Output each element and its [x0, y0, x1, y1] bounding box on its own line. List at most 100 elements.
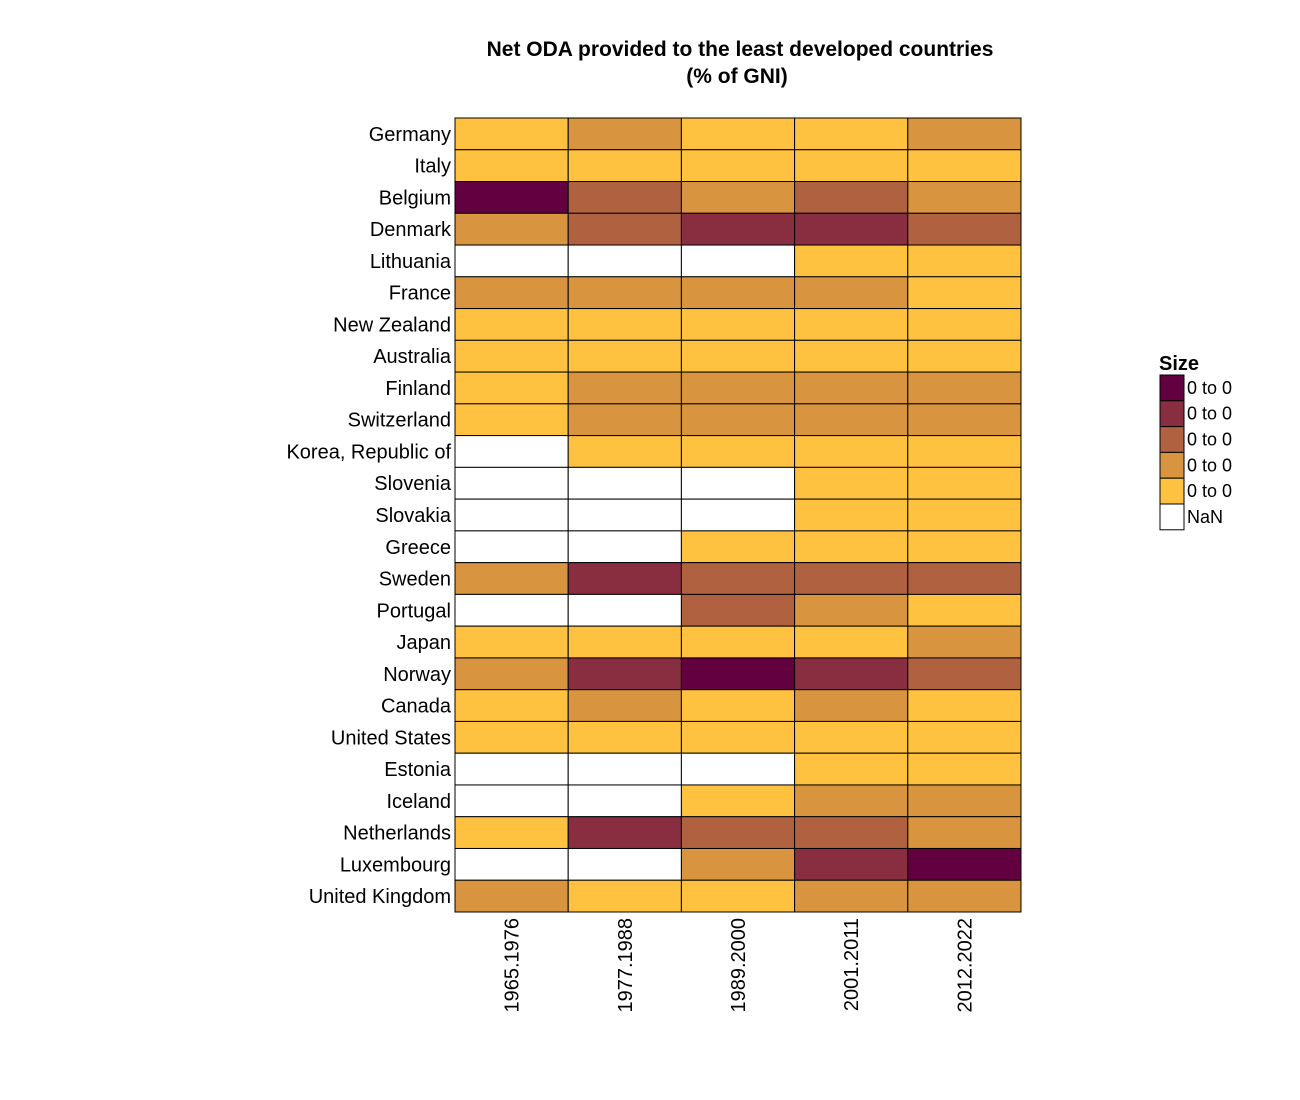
heatmap-cell-germany-1977-1988	[567, 117, 682, 151]
heatmap-cell-iceland-1989-2000	[680, 784, 796, 818]
heatmap-cell-korea-republic-of-2012-2022	[907, 435, 1022, 468]
heatmap-cell-new-zealand-1965-1976	[454, 308, 569, 341]
row-label-italy: Italy	[414, 156, 451, 178]
heatmap-cell-united-kingdom-1989-2000	[680, 879, 796, 913]
row-label-france: France	[389, 283, 451, 305]
heatmap-cell-france-1965-1976	[454, 276, 569, 310]
heatmap-cell-united-kingdom-2001-2011	[794, 879, 909, 913]
heatmap-cell-canada-2001-2011	[794, 689, 909, 722]
row-labels: Germany Italy Belgium Denmark Lithuania Franc…	[286, 124, 452, 908]
heatmap-cell-australia-2001-2011	[794, 339, 909, 373]
heatmap-cell-sweden-1977-1988	[567, 562, 682, 595]
heatmap-cell-finland-1989-2000	[680, 371, 796, 405]
heatmap-cell-lithuania-1965-1976	[454, 244, 569, 278]
heatmap-cell-slovakia-2001-2011	[794, 498, 909, 532]
legend-label-2: 0 to 0	[1187, 430, 1232, 450]
heatmap-cell-italy-1977-1988	[567, 149, 682, 183]
heatmap-cell-new-zealand-2012-2022	[907, 308, 1022, 341]
heatmap-cell-estonia-1977-1988	[567, 752, 682, 786]
heatmap-cell-denmark-2012-2022	[907, 212, 1022, 246]
heatmap-cell-slovakia-1977-1988	[567, 498, 682, 532]
heatmap-cell-finland-2012-2022	[907, 371, 1022, 405]
heatmap-cell-slovenia-1989-2000	[680, 466, 796, 500]
column-label-1965-1976: 1965.1976	[502, 918, 524, 1013]
heatmap-cell-norway-1989-2000	[680, 657, 796, 691]
heatmap-cell-denmark-1989-2000	[680, 212, 796, 246]
heatmap-cell-australia-1965-1976	[454, 339, 569, 373]
heatmap-cell-luxembourg-1965-1976	[454, 847, 569, 881]
row-label-switzerland: Switzerland	[348, 410, 451, 432]
heatmap-cell-united-kingdom-1965-1976	[454, 879, 569, 913]
heatmap-cell-canada-2012-2022	[907, 689, 1022, 722]
heatmap-cell-portugal-1977-1988	[567, 593, 682, 627]
heatmap-cell-finland-1965-1976	[454, 371, 569, 405]
heatmap-cell-germany-2001-2011	[794, 117, 909, 151]
heatmap-cell-korea-republic-of-1977-1988	[567, 435, 682, 468]
row-label-united-states: United States	[331, 727, 451, 749]
row-label-canada: Canada	[381, 696, 452, 718]
row-label-new-zealand: New Zealand	[333, 314, 451, 336]
heatmap-cell-united-kingdom-1977-1988	[567, 879, 682, 913]
heatmap-cell-lithuania-2001-2011	[794, 244, 909, 278]
legend-swatch-4	[1159, 477, 1185, 505]
row-label-united-kingdom: United Kingdom	[309, 886, 451, 908]
heatmap-cell-france-1989-2000	[680, 276, 796, 310]
heatmap-cell-switzerland-2001-2011	[794, 403, 909, 437]
legend-swatch-5	[1159, 503, 1185, 531]
heatmap-cell-lithuania-1977-1988	[567, 244, 682, 278]
heatmap-cell-greece-1989-2000	[680, 530, 796, 564]
heatmap-cell-sweden-2001-2011	[794, 562, 909, 595]
heatmap-cell-australia-1977-1988	[567, 339, 682, 373]
heatmap-cell-united-states-1977-1988	[567, 720, 682, 754]
heatmap-cell-korea-republic-of-1989-2000	[680, 435, 796, 468]
heatmap-cell-sweden-1989-2000	[680, 562, 796, 595]
heatmap-cell-netherlands-1977-1988	[567, 816, 682, 849]
column-label-2012-2022: 2012.2022	[954, 918, 976, 1013]
heatmap-cell-sweden-2012-2022	[907, 562, 1022, 595]
column-labels: 1965.1976 1977.1988 1989.2000 2001.2011 2012…	[502, 918, 977, 1013]
heatmap-cell-norway-1977-1988	[567, 657, 682, 691]
row-label-japan: Japan	[397, 632, 452, 654]
chart-subtitle: (% of GNI)	[686, 65, 787, 88]
row-label-germany: Germany	[369, 124, 451, 146]
heatmap-cell-luxembourg-2012-2022	[907, 847, 1022, 881]
legend-swatch-0	[1159, 374, 1185, 402]
heatmap-cell-italy-2001-2011	[794, 149, 909, 183]
heatmap-cell-japan-2012-2022	[907, 625, 1022, 659]
heatmap-cell-netherlands-2001-2011	[794, 816, 909, 849]
heatmap-cell-united-states-2001-2011	[794, 720, 909, 754]
heatmap-cell-korea-republic-of-2001-2011	[794, 435, 909, 468]
heatmap-cell-germany-2012-2022	[907, 117, 1022, 151]
heatmap-cell-norway-2001-2011	[794, 657, 909, 691]
chart-title: Net ODA provided to the least developed …	[487, 38, 994, 61]
heatmap-cell-lithuania-1989-2000	[680, 244, 796, 278]
heatmap-cell-luxembourg-2001-2011	[794, 847, 909, 881]
heatmap-cell-greece-2012-2022	[907, 530, 1022, 564]
heatmap-cell-canada-1965-1976	[454, 689, 569, 722]
heatmap-cell-slovakia-2012-2022	[907, 498, 1022, 532]
heatmap-cell-france-1977-1988	[567, 276, 682, 310]
heatmap-cell-denmark-2001-2011	[794, 212, 909, 246]
heatmap-cell-japan-1989-2000	[680, 625, 796, 659]
heatmap-cell-luxembourg-1977-1988	[567, 847, 682, 881]
heatmap-cell-iceland-2012-2022	[907, 784, 1022, 818]
heatmap-cell-switzerland-1977-1988	[567, 403, 682, 437]
heatmap-cell-switzerland-1989-2000	[680, 403, 796, 437]
row-label-sweden: Sweden	[379, 569, 451, 591]
heatmap-cell-portugal-2001-2011	[794, 593, 909, 627]
heatmap-cell-luxembourg-1989-2000	[680, 847, 796, 881]
row-label-estonia: Estonia	[384, 759, 452, 781]
row-label-greece: Greece	[385, 537, 451, 559]
heatmap-cell-slovakia-1965-1976	[454, 498, 569, 532]
heatmap-cell-belgium-1989-2000	[680, 181, 796, 214]
heatmap-cell-belgium-2012-2022	[907, 181, 1022, 214]
row-label-denmark: Denmark	[370, 219, 452, 241]
heatmap-cell-japan-1977-1988	[567, 625, 682, 659]
heatmap-cell-slovenia-1965-1976	[454, 466, 569, 500]
heatmap-cell-estonia-2012-2022	[907, 752, 1022, 786]
heatmap-cell-australia-1989-2000	[680, 339, 796, 373]
heatmap-cell-italy-2012-2022	[907, 149, 1022, 183]
heatmap-cell-canada-1977-1988	[567, 689, 682, 722]
heatmap-cell-belgium-1965-1976	[454, 181, 569, 214]
